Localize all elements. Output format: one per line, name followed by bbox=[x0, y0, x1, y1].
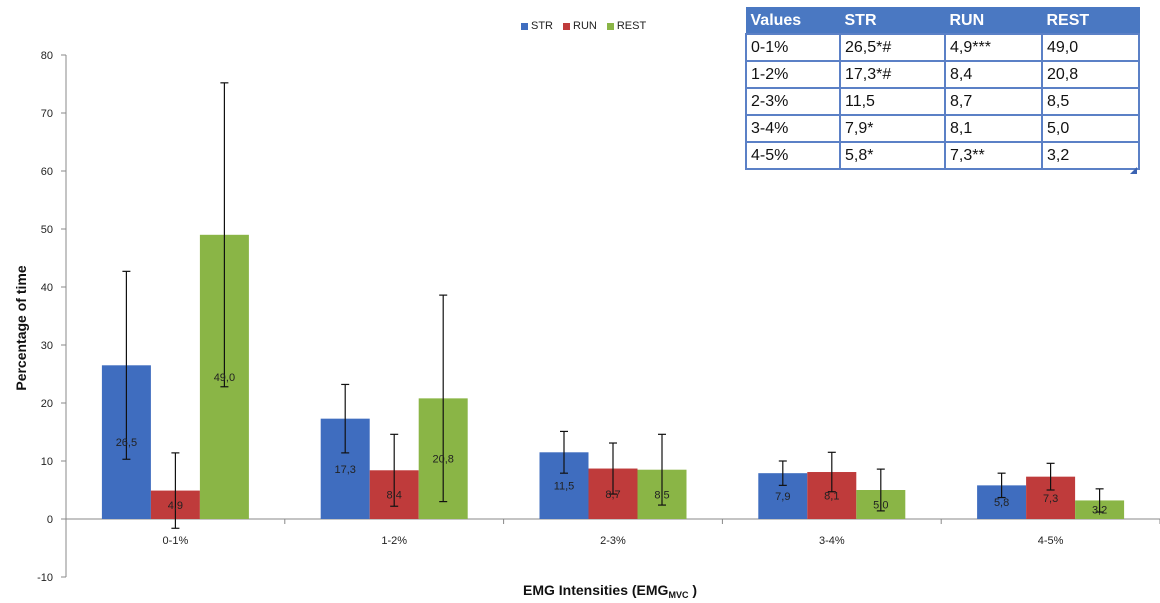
table-row: 0-1% 26,5*# 4,9*** 49,0 bbox=[745, 33, 1140, 62]
table-cell: 8,4 bbox=[944, 60, 1043, 89]
table-cell: 2-3% bbox=[745, 87, 841, 116]
table-cell: 20,8 bbox=[1041, 60, 1140, 89]
table-header-values: Values bbox=[745, 7, 841, 35]
table-row: 2-3% 11,5 8,7 8,5 bbox=[745, 87, 1140, 116]
y-tick-label: 80 bbox=[41, 50, 53, 62]
legend-item-run: RUN bbox=[563, 20, 597, 32]
table-cell: 8,5 bbox=[1041, 87, 1140, 116]
data-label: 5,0 bbox=[873, 500, 888, 512]
table-cell: 26,5*# bbox=[839, 33, 946, 62]
data-label: 8,1 bbox=[824, 491, 839, 503]
data-label: 5,8 bbox=[994, 497, 1009, 509]
x-axis-title-subscript: MVC bbox=[668, 590, 689, 600]
table-cell: 4,9*** bbox=[944, 33, 1043, 62]
chart-legend: STR RUN REST bbox=[521, 20, 646, 32]
data-label: 17,3 bbox=[334, 464, 355, 476]
data-label: 20,8 bbox=[432, 454, 453, 466]
x-axis-title-end: ) bbox=[688, 582, 698, 598]
table-header-rest: REST bbox=[1041, 7, 1140, 35]
table-cell: 7,3** bbox=[944, 141, 1043, 170]
x-axis-title-main: EMG Intensities (EMG bbox=[522, 582, 669, 598]
data-label: 8,4 bbox=[387, 490, 402, 502]
data-label: 8,5 bbox=[654, 489, 669, 501]
data-label: 7,3 bbox=[1043, 493, 1058, 505]
x-tick-label: 3-4% bbox=[819, 535, 845, 547]
table-cell: 11,5 bbox=[839, 87, 946, 116]
data-label: 11,5 bbox=[554, 481, 575, 493]
table-resize-handle bbox=[1130, 167, 1137, 174]
y-tick-label: 30 bbox=[41, 340, 53, 352]
x-tick-label: 4-5% bbox=[1038, 535, 1064, 547]
y-tick-label: 20 bbox=[41, 398, 53, 410]
table-header-str: STR bbox=[839, 7, 946, 35]
table-cell: 8,7 bbox=[944, 87, 1043, 116]
data-label: 49,0 bbox=[214, 372, 235, 384]
y-tick-label: 10 bbox=[41, 456, 53, 468]
legend-swatch-str bbox=[521, 22, 528, 30]
x-tick-label: 2-3% bbox=[600, 535, 626, 547]
table-header-run: RUN bbox=[944, 7, 1043, 35]
legend-item-str: STR bbox=[521, 20, 553, 32]
legend-label-run: RUN bbox=[573, 20, 597, 32]
y-axis-title: Percentage of time bbox=[13, 265, 29, 391]
y-tick-label: -10 bbox=[37, 572, 53, 584]
table-cell: 1-2% bbox=[745, 60, 841, 89]
x-tick-label: 1-2% bbox=[381, 535, 407, 547]
table-cell: 0-1% bbox=[745, 33, 841, 62]
table-row: 4-5% 5,8* 7,3** 3,2 bbox=[745, 141, 1140, 170]
data-label: 3,2 bbox=[1092, 505, 1107, 517]
table-cell: 5,8* bbox=[839, 141, 946, 170]
x-axis-title: EMG Intensities (EMGMVC ) bbox=[460, 582, 760, 600]
legend-swatch-run bbox=[563, 22, 570, 30]
table-cell: 3,2 bbox=[1041, 141, 1140, 170]
data-label: 7,9 bbox=[775, 491, 790, 503]
table-row: 3-4% 7,9* 8,1 5,0 bbox=[745, 114, 1140, 143]
table-cell: 7,9* bbox=[839, 114, 946, 143]
y-tick-label: 50 bbox=[41, 224, 53, 236]
data-label: 26,5 bbox=[116, 437, 137, 449]
table-cell: 4-5% bbox=[745, 141, 841, 170]
table-row: 1-2% 17,3*# 8,4 20,8 bbox=[745, 60, 1140, 89]
y-tick-label: 60 bbox=[41, 166, 53, 178]
data-label: 8,7 bbox=[605, 489, 620, 501]
x-tick-label: 0-1% bbox=[163, 535, 189, 547]
y-tick-label: 70 bbox=[41, 108, 53, 120]
data-label: 4,9 bbox=[168, 500, 183, 512]
legend-label-rest: REST bbox=[616, 20, 647, 32]
legend-item-rest: REST bbox=[606, 20, 647, 32]
legend-label-str: STR bbox=[531, 20, 553, 32]
summary-table: Values STR RUN REST 0-1% 26,5*# 4,9*** 4… bbox=[745, 7, 1140, 170]
table-header-row: Values STR RUN REST bbox=[745, 7, 1140, 35]
y-tick-label: 0 bbox=[47, 514, 53, 526]
legend-swatch-rest bbox=[606, 22, 614, 30]
table-cell: 5,0 bbox=[1041, 114, 1140, 143]
table-cell: 49,0 bbox=[1041, 33, 1140, 62]
y-tick-label: 40 bbox=[41, 282, 53, 294]
table-cell: 17,3*# bbox=[839, 60, 946, 89]
table-cell: 3-4% bbox=[745, 114, 841, 143]
table-cell: 8,1 bbox=[944, 114, 1043, 143]
